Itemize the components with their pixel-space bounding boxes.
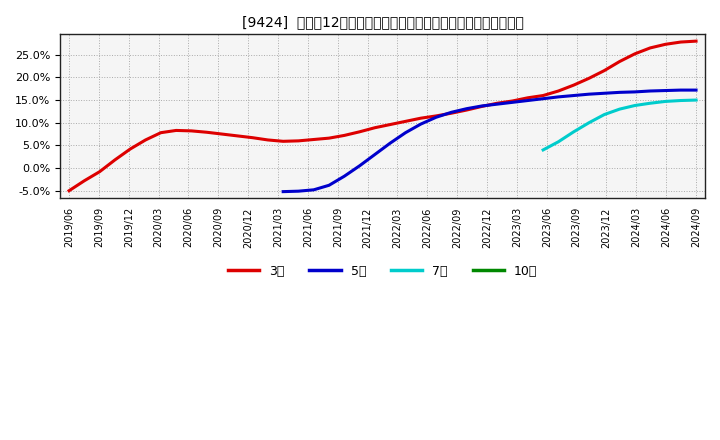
- Title: [9424]  売上高12か月移動合計の対前年同期増減率の平均値の推移: [9424] 売上高12か月移動合計の対前年同期増減率の平均値の推移: [242, 15, 523, 29]
- Legend: 3年, 5年, 7年, 10年: 3年, 5年, 7年, 10年: [222, 260, 542, 282]
